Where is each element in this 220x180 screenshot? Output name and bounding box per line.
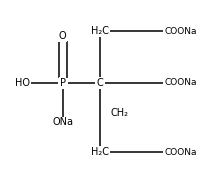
- Text: COONa: COONa: [164, 78, 197, 87]
- Text: P: P: [60, 78, 66, 88]
- Text: COONa: COONa: [164, 148, 197, 157]
- Text: COONa: COONa: [164, 27, 197, 36]
- Text: H₂C: H₂C: [91, 26, 109, 37]
- Text: ONa: ONa: [52, 117, 73, 127]
- Text: H₂C: H₂C: [91, 147, 109, 157]
- Text: O: O: [59, 31, 66, 41]
- Text: CH₂: CH₂: [110, 108, 128, 118]
- Text: HO: HO: [15, 78, 29, 88]
- Text: C: C: [97, 78, 103, 88]
